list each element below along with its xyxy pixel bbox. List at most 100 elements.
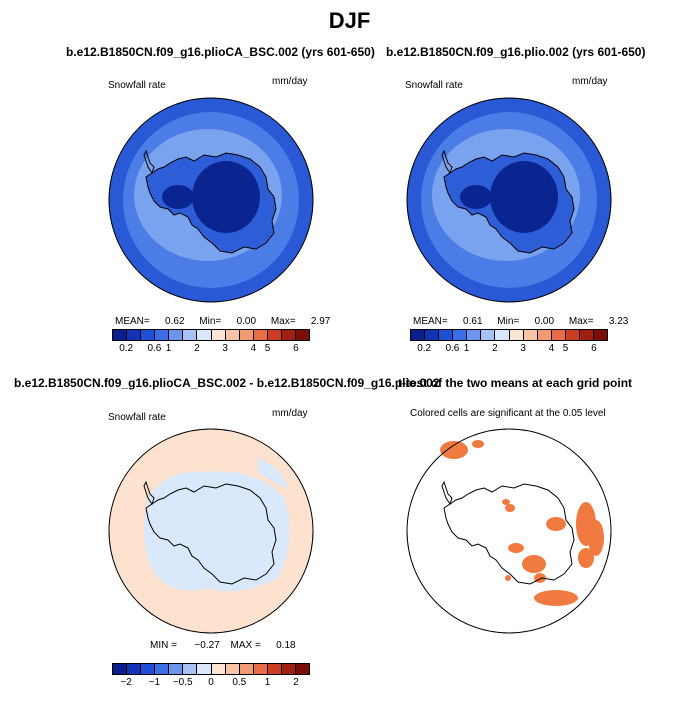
colorbar-box xyxy=(439,330,454,340)
colorbar-tick-label: −2 xyxy=(120,677,132,688)
panel3-units: mm/day xyxy=(272,408,308,419)
peninsula-coastline xyxy=(441,480,453,506)
colorbar-box xyxy=(127,330,142,340)
panel3-colorbar xyxy=(112,663,310,675)
significant-cell xyxy=(505,504,515,512)
significant-cell xyxy=(508,543,524,553)
colorbar-tick-label: 1 xyxy=(463,343,470,354)
significant-cell xyxy=(534,590,578,606)
colorbar-tick-label: 3 xyxy=(222,343,228,354)
panel2-title: b.e12.B1850CN.f09_g16.plio.002 (yrs 601-… xyxy=(386,45,646,59)
colorbar-tick-label: 2 xyxy=(194,343,200,354)
colorbar-box xyxy=(425,330,440,340)
colorbar-box xyxy=(267,330,282,340)
colorbar-box xyxy=(411,330,426,340)
min-value: −0.27 xyxy=(194,640,220,651)
panel1-map xyxy=(108,97,314,303)
peninsula-coastline xyxy=(143,480,155,506)
panel3-title: b.e12.B1850CN.f09_g16.plioCA_BSC.002 - b… xyxy=(14,376,440,390)
colorbar-box xyxy=(467,330,482,340)
colorbar-box xyxy=(296,330,310,340)
peninsula-coastline xyxy=(143,149,155,175)
colorbar-tick-label: 0 xyxy=(208,677,214,688)
negative-difference xyxy=(143,471,290,592)
colorbar-box xyxy=(113,664,128,674)
colorbar-box xyxy=(141,664,156,674)
significant-cell xyxy=(502,499,510,505)
antarctica-coastline xyxy=(443,483,575,585)
panel4-map xyxy=(406,428,612,634)
panel3-variable: Snowfall rate xyxy=(108,412,166,423)
max-label: MAX = xyxy=(230,640,261,651)
colorbar-box xyxy=(183,664,198,674)
colorbar-box xyxy=(579,330,595,340)
significant-cell xyxy=(588,520,604,556)
colorbar-box xyxy=(253,330,268,340)
colorbar-box xyxy=(225,664,240,674)
antarctica-coastline xyxy=(145,152,277,254)
panel4-subtitle: Colored cells are significant at the 0.0… xyxy=(410,408,606,419)
antarctica-coastline xyxy=(145,483,277,585)
colorbar-box xyxy=(239,664,254,674)
colorbar-box xyxy=(594,330,608,340)
colorbar-box xyxy=(113,330,128,340)
colorbar-box xyxy=(197,330,212,340)
min-value: 0.00 xyxy=(534,316,555,327)
colorbar-box xyxy=(211,664,226,674)
colorbar-box xyxy=(253,664,268,674)
colorbar-box xyxy=(523,330,538,340)
panel2-colorbar-ticks: 0.2 0.6 1 2 3 4 5 6 xyxy=(410,343,608,355)
colorbar-box xyxy=(565,330,580,340)
min-label: Min= xyxy=(497,316,520,327)
map-border xyxy=(406,428,612,634)
max-value: 2.97 xyxy=(310,316,331,327)
figure-title: DJF xyxy=(328,8,371,33)
antarctica-coastline xyxy=(443,152,575,254)
colorbar-tick-label: 1 xyxy=(165,343,172,354)
colorbar-box xyxy=(537,330,552,340)
significant-cell xyxy=(578,548,594,568)
panel4-title: t-test of the two means at each grid poi… xyxy=(398,376,633,390)
max-value: 0.18 xyxy=(276,640,296,651)
significant-cell xyxy=(522,555,546,573)
panel2-units: mm/day xyxy=(572,76,608,87)
colorbar-box xyxy=(127,664,142,674)
colorbar-tick-label: 6 xyxy=(293,343,299,354)
map-border xyxy=(108,97,314,303)
panel1-colorbar xyxy=(112,329,310,341)
colorbar-box xyxy=(239,330,254,340)
panel2-colorbar xyxy=(410,329,608,341)
colorbar-tick-label: −0.5 xyxy=(172,677,193,688)
significant-cell xyxy=(546,517,566,531)
significant-cell xyxy=(440,441,468,459)
colorbar-tick-label: 5 xyxy=(562,343,569,354)
colorbar-box xyxy=(155,330,170,340)
panel3-colorbar-ticks: −2 −1 −0.5 0 0.5 1 2 xyxy=(112,677,310,689)
colorbar-tick-label: 0.6 xyxy=(445,343,460,354)
colorbar-tick-label: 2 xyxy=(492,343,498,354)
colorbar-box xyxy=(169,330,184,340)
colorbar-box xyxy=(211,330,226,340)
colorbar-box xyxy=(296,664,310,674)
colorbar-tick-label: 1 xyxy=(264,677,271,688)
max-value: 3.23 xyxy=(608,316,629,327)
panel2-variable: Snowfall rate xyxy=(405,80,463,91)
panel1-variable: Snowfall rate xyxy=(108,80,166,91)
colorbar-box xyxy=(495,330,510,340)
colorbar-tick-label: 4 xyxy=(548,343,555,354)
colorbar-box xyxy=(267,664,282,674)
significant-cell xyxy=(505,575,511,581)
colorbar-box xyxy=(169,664,184,674)
panel2-map xyxy=(406,97,612,303)
min-label: Min= xyxy=(199,316,222,327)
min-value: 0.00 xyxy=(236,316,257,327)
west-antarctica-low xyxy=(460,185,492,209)
panel2-stats: MEAN= 0.61 Min= 0.00 Max= 3.23 xyxy=(413,316,628,327)
colorbar-box xyxy=(141,330,156,340)
colorbar-box xyxy=(281,664,297,674)
panel3-map xyxy=(108,428,314,634)
max-label: Max= xyxy=(270,316,296,327)
colorbar-box xyxy=(183,330,198,340)
mean-label: MEAN= xyxy=(115,316,150,327)
panel3-stats: MIN = −0.27 MAX = 0.18 xyxy=(150,640,296,651)
